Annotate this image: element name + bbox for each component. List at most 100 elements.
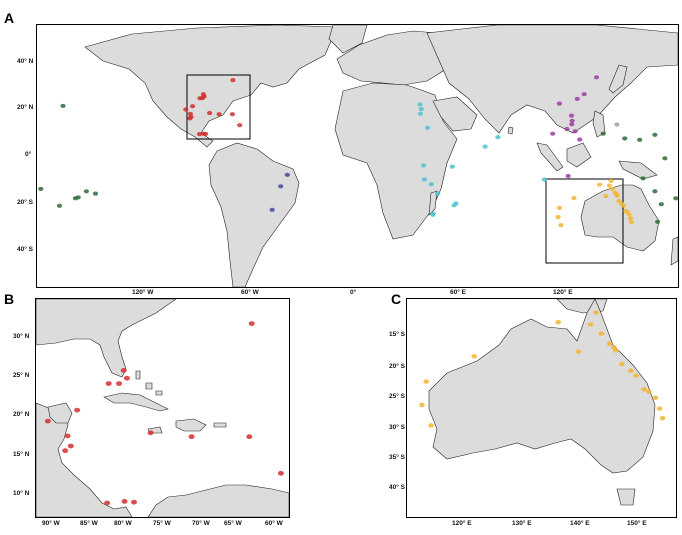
land-philippines (592, 110, 606, 138)
map-a-ytick-1: 20° N (17, 104, 34, 111)
occurrence-point-caribbean (121, 499, 128, 504)
occurrence-point-caribbean (183, 107, 189, 112)
occurrence-point-east-africa (482, 144, 488, 149)
occurrence-point-caribbean (216, 112, 222, 117)
land-north-america (84, 25, 338, 148)
occurrence-point-australia (627, 216, 634, 221)
caribbean-map (36, 299, 289, 517)
land-puerto-rico (213, 422, 227, 428)
inset-box-australia (545, 178, 624, 264)
occurrence-point-caribbean (44, 418, 51, 424)
land-australia-mainland (428, 299, 656, 474)
occurrence-point-australia (652, 395, 659, 401)
occurrence-point-australia (603, 194, 609, 199)
occurrence-point-australia (428, 423, 434, 428)
occurrence-point-caribbean (187, 116, 193, 121)
occurrence-points-australia (419, 310, 666, 428)
land-bahamas (135, 370, 163, 396)
map-b-ytick-2: 20° N (13, 411, 30, 418)
occurrence-point-australia (606, 183, 613, 188)
occurrence-point-caribbean (230, 78, 236, 83)
occurrence-point-caribbean (187, 111, 193, 116)
occurrence-point-pacific-islands (673, 196, 678, 201)
occurrence-point-caribbean (131, 499, 137, 505)
occurrence-point-australia (575, 349, 582, 354)
occurrence-point-australia (656, 406, 663, 411)
map-c-ytick-1: 20° S (389, 363, 405, 370)
occurrence-point-caribbean (237, 123, 243, 128)
occurrence-point-caribbean (104, 500, 111, 506)
occurrence-point-australia (598, 331, 605, 336)
occurrence-point-pacific-islands (652, 132, 658, 137)
map-c-ytick-3: 30° S (389, 424, 405, 431)
occurrence-point-australia (641, 387, 647, 392)
land-layer (84, 25, 678, 287)
occurrence-point-caribbean (196, 132, 203, 137)
occurrence-point-southeast-asia (556, 101, 563, 106)
occurrence-point-pacific-islands (655, 219, 661, 224)
occurrence-point-pacific-islands (83, 189, 89, 194)
occurrence-point-east-africa (541, 177, 547, 182)
occurrence-point-caribbean (197, 96, 203, 101)
occurrence-points-caribbean (44, 321, 284, 506)
occurrence-point-east-africa (418, 106, 424, 112)
occurrence-point-east-africa (417, 102, 423, 107)
occurrence-point-caribbean (200, 92, 206, 97)
land-arabia (432, 96, 478, 132)
occurrence-point-australia (571, 196, 577, 201)
occurrence-point-australia (608, 178, 614, 183)
land-greenland (328, 25, 368, 54)
panel-letter-a: A (4, 10, 15, 26)
occurrence-point-pacific-islands (60, 103, 66, 108)
map-a-ytick-0: 40° N (17, 58, 34, 65)
occurrence-point-australia (423, 379, 429, 384)
occurrence-point-caribbean (203, 131, 209, 136)
map-b-xtick-0: 90° W (42, 520, 60, 527)
occurrence-point-southeast-asia (569, 122, 575, 127)
occurrence-point-east-africa (428, 182, 434, 187)
occurrence-point-australia (471, 354, 477, 359)
land-europe (336, 30, 450, 86)
occurrence-point-australia (624, 209, 630, 214)
land-sri-lanka (507, 126, 514, 135)
occurrence-point-australia (633, 373, 639, 378)
occurrence-point-brazil (278, 184, 284, 189)
occurrence-point-east-africa (451, 203, 457, 208)
land-south-america-north (147, 484, 289, 517)
occurrence-point-australia (558, 223, 564, 228)
panel-letter-c: C (391, 291, 402, 307)
occurrence-point-pacific-islands (622, 136, 628, 141)
occurrence-point-southeast-asia (569, 118, 575, 123)
map-a-xtick-2: 0° (350, 289, 357, 296)
occurrence-point-caribbean (105, 381, 112, 386)
map-c-ytick-2: 25° S (389, 393, 405, 400)
occurrence-point-east-africa (435, 191, 441, 196)
occurrence-point-caribbean (120, 368, 127, 373)
occurrence-point-caribbean (147, 430, 154, 436)
occurrence-point-caribbean (207, 110, 213, 116)
map-c-ytick-0: 15° S (389, 331, 405, 338)
occurrence-point-australia (628, 368, 634, 374)
occurrence-point-australia (619, 201, 625, 206)
occurrence-point-southeast-asia (565, 173, 571, 179)
occurrence-point-pacific-islands (72, 196, 78, 201)
occurrence-point-caribbean (116, 381, 122, 386)
map-c-ytick-5: 40° S (389, 484, 405, 491)
occurrence-point-australia (597, 182, 603, 187)
occurrence-point-caribbean (248, 321, 255, 326)
map-a-xtick-4: 120° E (553, 289, 573, 296)
land-tasmania (616, 488, 636, 506)
occurrence-point-east-africa (495, 135, 501, 140)
occurrence-point-australia (613, 192, 620, 197)
occurrence-point-australia (646, 389, 652, 395)
map-b-ytick-4: 10° N (13, 490, 30, 497)
map-b-ytick-3: 15° N (13, 451, 30, 458)
map-b-xtick-4: 70° W (192, 520, 210, 527)
world-map (38, 25, 678, 287)
land-borneo (566, 142, 592, 168)
land-australia (580, 184, 660, 252)
map-b-xtick-6: 60° W (265, 520, 283, 527)
occurrence-point-southeast-asia (581, 92, 587, 97)
occurrence-point-australia (611, 345, 617, 350)
land-florida (36, 299, 177, 378)
